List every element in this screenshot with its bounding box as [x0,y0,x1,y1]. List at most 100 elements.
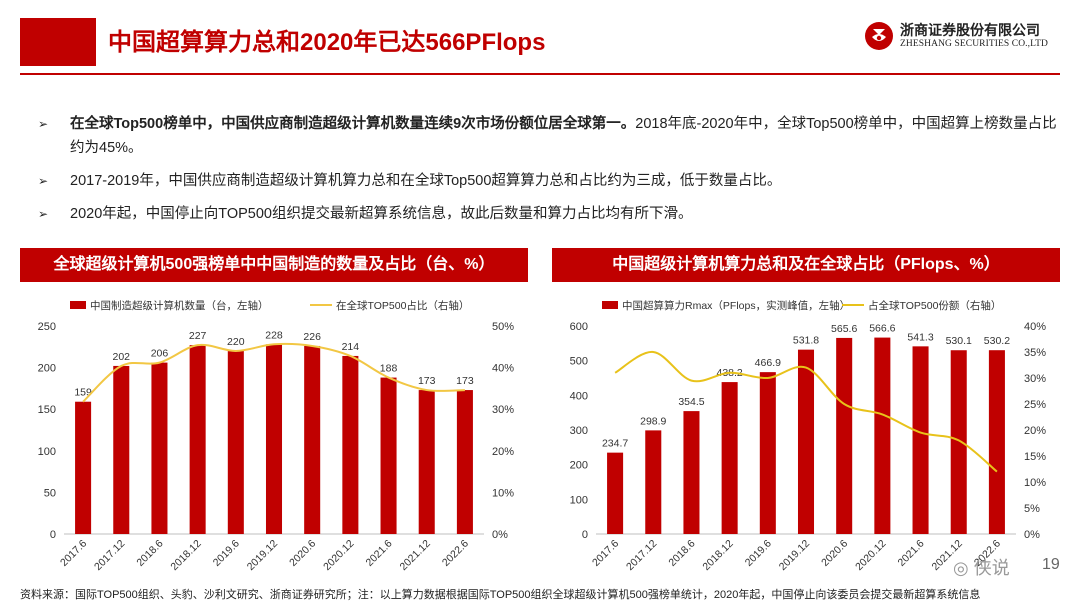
x-tick-label: 2020.6 [819,538,850,569]
x-tick-label: 2019.6 [211,538,242,569]
bar-value-label: 234.7 [602,438,628,450]
legend-swatch-bars [602,301,618,309]
bar-value-label: 214 [342,341,360,353]
left-chart-title: 全球超级计算机500强榜单中中国制造的数量及占比（台、%） [20,248,528,282]
y-left-tick-label: 50 [44,487,56,499]
bar-value-label: 206 [151,348,169,360]
y-left-tick-label: 300 [570,425,588,437]
x-tick-label: 2018.6 [666,538,697,569]
x-tick-label: 2017.12 [624,538,659,573]
bar [607,452,624,534]
bullet-text: 2017-2019年，中国供应商制造超级计算机算力总和在全球Top500超算算力… [70,173,782,189]
y-right-tick-label: 15% [1024,451,1046,463]
y-right-tick-label: 35% [1024,347,1046,359]
y-left-tick-label: 150 [38,404,56,416]
source-note: 资料来源：国际TOP500组织、头豹、沙利文研究、浙商证券研究所；注：以上算力数… [20,589,981,601]
x-tick-label: 2017.12 [92,538,127,573]
bar-value-label: 565.6 [831,323,857,335]
legend-label-bars: 中国制造超级计算机数量（台，左轴） [90,299,269,312]
bar [418,390,435,534]
legend-swatch-bars [70,301,86,309]
bar [342,355,359,534]
y-left-tick-label: 400 [570,390,588,402]
x-tick-label: 2020.12 [321,538,356,573]
y-left-tick-label: 600 [570,321,588,333]
y-right-tick-label: 20% [1024,425,1046,437]
bullet-bold-text: 在全球Top500榜单中，中国供应商制造超级计算机数量连续9次市场份额位居全球第… [70,116,636,132]
bar [113,365,130,534]
bar-value-label: 228 [265,329,283,341]
bar-value-label: 530.2 [984,335,1010,347]
watermark-text: 侠说 [973,558,1010,578]
y-right-tick-label: 20% [492,446,514,458]
bar-value-label: 220 [227,336,245,348]
y-left-tick-label: 100 [38,446,56,458]
bar [75,401,92,534]
bar [227,350,244,534]
y-right-tick-label: 5% [1024,503,1040,515]
y-right-tick-label: 0% [1024,529,1040,541]
x-tick-label: 2018.6 [134,538,165,569]
bar [874,337,891,534]
bar-value-label: 188 [380,363,398,375]
x-tick-label: 2017.6 [58,538,89,569]
legend-label-line: 在全球TOP500占比（右轴） [336,299,469,312]
bar [304,345,321,534]
bar-value-label: 202 [113,351,131,363]
bar-value-label: 566.6 [869,323,895,335]
bar [988,350,1005,534]
bullet-arrow-icon: ➢ [38,207,49,221]
bar [721,382,738,534]
x-tick-label: 2020.6 [287,538,318,569]
x-tick-label: 2019.6 [743,538,774,569]
bar [189,345,206,534]
bar [683,411,700,534]
legend-label-line: 占全球TOP500份额（右轴） [868,299,1001,312]
x-tick-label: 2019.12 [245,538,280,573]
logo-english-name: ZHESHANG SECURITIES CO.,LTD [900,39,1049,49]
bar-value-label: 530.1 [946,335,972,347]
x-tick-label: 2021.6 [895,538,926,569]
y-right-tick-label: 30% [1024,373,1046,385]
bar [797,349,815,534]
bar-value-label: 531.8 [793,335,819,347]
watermark: ◎ 侠说 [953,554,1010,580]
y-right-tick-label: 10% [1024,477,1046,489]
y-left-tick-label: 100 [570,494,588,506]
x-tick-label: 2022.6 [440,538,471,569]
bar-value-label: 173 [418,375,436,387]
bar [912,346,929,534]
bullet-arrow-icon: ➢ [38,174,49,188]
bullet-text: 2018年底-2020年中，全球Top500榜单中，中国超算上榜数量占比约为45… [70,116,1057,156]
bar [759,372,776,534]
bar-value-label: 226 [303,331,321,343]
x-tick-label: 2021.12 [398,538,433,573]
y-left-tick-label: 0 [50,529,56,541]
bullet-text: 2020年起，中国停止向TOP500组织提交最新超算系统信息，故此后数量和算力占… [70,206,693,222]
page-title: 中国超算算力总和2020年已达566PFlops [108,29,546,56]
right-chart-title: 中国超级计算机算力总和及在全球占比（PFlops、%） [552,248,1060,282]
bullet-arrow-icon: ➢ [38,117,49,131]
header-divider [20,73,1060,75]
y-right-tick-label: 10% [492,487,514,499]
y-right-tick-label: 30% [492,404,514,416]
x-tick-label: 2020.12 [853,538,888,573]
bullet-item: ➢ 2017-2019年，中国供应商制造超级计算机算力总和在全球Top500超算… [38,169,1058,193]
bar [151,362,168,534]
y-right-tick-label: 40% [1024,321,1046,333]
bar-value-label: 298.9 [640,415,666,427]
bar [836,337,853,534]
share-line [614,350,998,473]
y-left-tick-label: 0 [582,529,588,541]
y-right-tick-label: 25% [1024,399,1046,411]
page-number: 19 [1042,556,1060,573]
y-right-tick-label: 0% [492,529,508,541]
bar-value-label: 354.5 [678,396,704,408]
bullet-list: ➢ 在全球Top500榜单中，中国供应商制造超级计算机数量连续9次市场份额位居全… [38,112,1058,235]
bullet-item: ➢ 在全球Top500榜单中，中国供应商制造超级计算机数量连续9次市场份额位居全… [38,112,1058,160]
logo-chinese-name: 浙商证券股份有限公司 [900,22,1040,38]
y-right-tick-label: 40% [492,363,514,375]
bar-value-label: 466.9 [755,357,781,369]
title-accent-bar [20,18,96,66]
bar [380,377,397,534]
